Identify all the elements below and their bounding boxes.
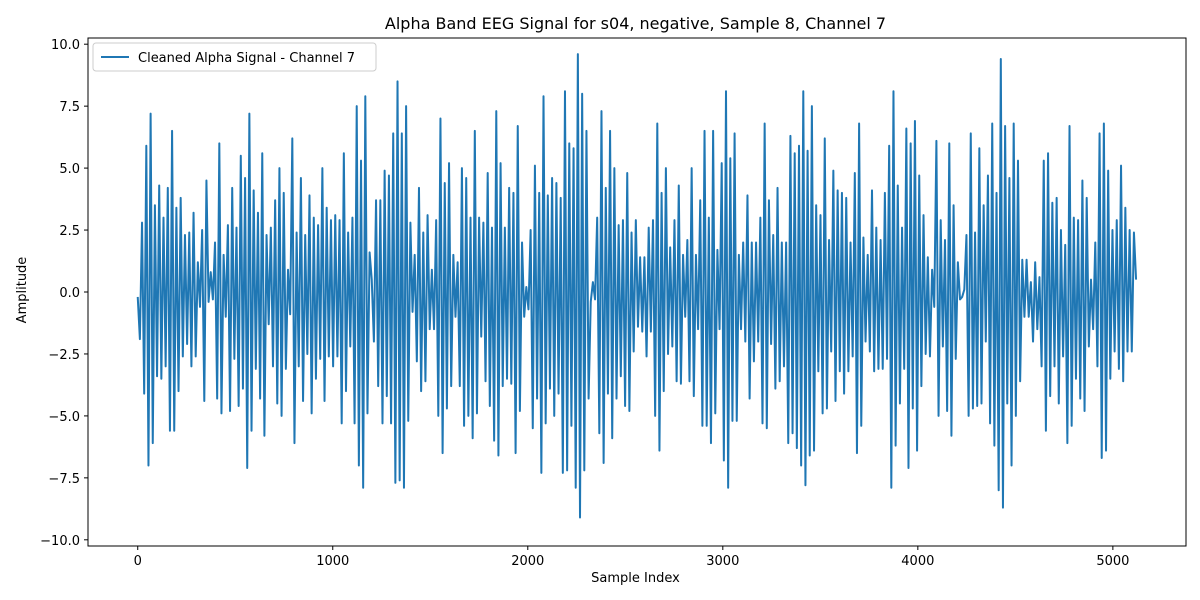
- y-tick-label: 10.0: [51, 38, 80, 53]
- x-tick-label: 5000: [1096, 554, 1129, 569]
- x-tick-label: 3000: [706, 554, 739, 569]
- x-tick-label: 2000: [511, 554, 544, 569]
- y-tick-label: −2.5: [48, 348, 80, 363]
- plot-area: [87, 37, 1187, 547]
- y-tick-label: 5.0: [59, 162, 80, 177]
- series-line-cleaned-alpha-signal: [136, 53, 1138, 519]
- y-tick-label: −10.0: [40, 534, 80, 549]
- y-axis-title: Amplitude: [15, 257, 30, 324]
- y-axis: −10.0 −7.5 −5.0 −2.5 0.0 2.5 5.0 7.5 10.0: [40, 38, 88, 549]
- legend-label: Cleaned Alpha Signal - Channel 7: [138, 51, 355, 66]
- y-tick-label: −7.5: [48, 472, 80, 487]
- legend-box: [92, 42, 377, 72]
- chart-title: Alpha Band EEG Signal for s04, negative,…: [385, 14, 886, 33]
- x-axis-title: Sample Index: [591, 571, 680, 586]
- legend: Cleaned Alpha Signal - Channel 7: [92, 42, 377, 72]
- x-tick-label: 4000: [901, 554, 934, 569]
- y-tick-label: 7.5: [59, 100, 80, 115]
- x-tick-label: 0: [134, 554, 142, 569]
- y-tick-label: 2.5: [59, 224, 80, 239]
- x-tick-label: 1000: [316, 554, 349, 569]
- x-axis: 0 1000 2000 3000 4000 5000: [134, 546, 1129, 569]
- y-tick-label: −5.0: [48, 410, 80, 425]
- y-tick-label: 0.0: [59, 286, 80, 301]
